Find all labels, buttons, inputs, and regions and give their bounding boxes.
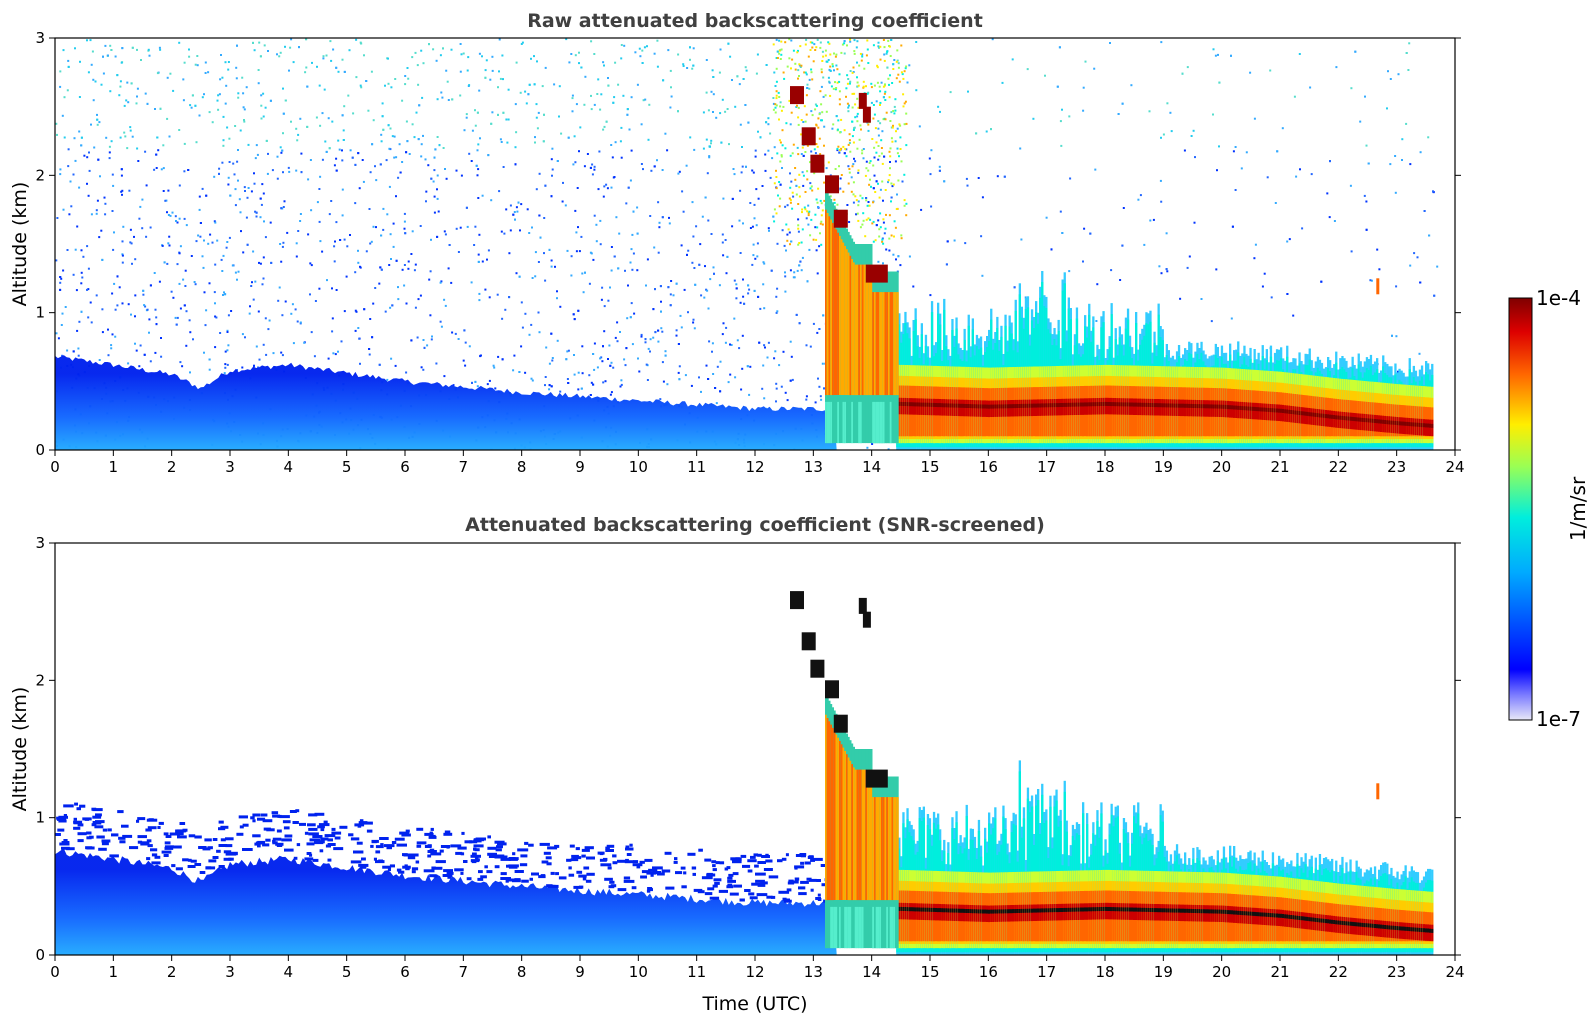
x-tick-label: 9: [575, 458, 585, 476]
x-tick-label: 8: [517, 458, 527, 476]
colorbar-max-label: 1e-4: [1536, 286, 1581, 310]
x-tick-label: 12: [745, 963, 764, 981]
x-tick-label: 14: [862, 458, 881, 476]
x-tick-label: 15: [920, 963, 939, 981]
y-axis-label: Altitude (km): [9, 182, 31, 307]
x-tick-label: 0: [50, 458, 60, 476]
x-axis-label: Time (UTC): [701, 993, 807, 1015]
x-tick-label: 15: [920, 458, 939, 476]
y-tick-label: 0: [35, 946, 45, 964]
heatmap-raw: [55, 38, 1455, 450]
x-tick-label: 18: [1095, 963, 1114, 981]
colorbar-min-label: 1e-7: [1536, 707, 1581, 731]
y-axis-label: Altitude (km): [9, 687, 31, 812]
x-tick-label: 24: [1445, 963, 1464, 981]
panel-raw: Raw attenuated backscattering coefficien…: [9, 10, 1465, 476]
colorbar-title: 1/m/sr: [1566, 476, 1590, 541]
x-tick-label: 4: [284, 458, 294, 476]
x-tick-label: 19: [1154, 963, 1173, 981]
axis-ticks: 0 1 2 3 4 5 6 7 8 9 10 11 12 13 14 15 16 17 18 19 20 21 22 23 24…: [35, 534, 1464, 981]
y-tick-label: 3: [35, 29, 45, 47]
y-tick-label: 1: [35, 304, 45, 322]
panel-screened: Attenuated backscattering coefficient (S…: [9, 514, 1465, 1015]
y-tick-label: 2: [35, 671, 45, 689]
x-tick-label: 17: [1037, 458, 1056, 476]
x-tick-label: 3: [225, 963, 235, 981]
x-tick-label: 2: [167, 963, 177, 981]
x-tick-label: 0: [50, 963, 60, 981]
cloud-field: [790, 591, 1434, 955]
x-tick-label: 6: [400, 458, 410, 476]
x-tick-label: 16: [979, 458, 998, 476]
y-tick-label: 0: [35, 441, 45, 459]
panel-title: Attenuated backscattering coefficient (S…: [465, 514, 1045, 536]
colorbar: 1e-4 1e-7 1/m/sr: [1508, 286, 1590, 731]
x-tick-label: 16: [979, 963, 998, 981]
cloud-field: [790, 86, 1434, 450]
x-tick-label: 10: [629, 963, 648, 981]
colorbar-gradient: [1508, 297, 1533, 721]
x-tick-label: 7: [459, 963, 469, 981]
x-tick-label: 19: [1154, 458, 1173, 476]
x-tick-label: 13: [804, 458, 823, 476]
x-tick-label: 8: [517, 963, 527, 981]
y-tick-label: 3: [35, 534, 45, 552]
y-tick-label: 2: [35, 166, 45, 184]
x-tick-label: 5: [342, 458, 352, 476]
x-tick-label: 5: [342, 963, 352, 981]
x-tick-label: 18: [1095, 458, 1114, 476]
x-tick-label: 21: [1270, 458, 1289, 476]
panel-title: Raw attenuated backscattering coefficien…: [527, 10, 983, 32]
x-tick-label: 7: [459, 458, 469, 476]
x-tick-label: 23: [1387, 458, 1406, 476]
x-tick-label: 17: [1037, 963, 1056, 981]
x-tick-label: 11: [687, 458, 706, 476]
x-tick-label: 4: [284, 963, 294, 981]
x-tick-label: 22: [1329, 458, 1348, 476]
x-tick-label: 11: [687, 963, 706, 981]
x-tick-label: 20: [1212, 963, 1231, 981]
x-tick-label: 23: [1387, 963, 1406, 981]
boundary-layer: [55, 848, 837, 955]
x-tick-label: 1: [109, 458, 119, 476]
x-tick-label: 13: [804, 963, 823, 981]
x-tick-label: 14: [862, 963, 881, 981]
heatmap-screened: [55, 543, 1455, 955]
x-tick-label: 10: [629, 458, 648, 476]
x-tick-label: 22: [1329, 963, 1348, 981]
x-tick-label: 24: [1445, 458, 1464, 476]
axis-ticks: 0 1 2 3 4 5 6 7 8 9 10 11 12 13 14 15 16 17 18 19 20 21 22 23 24…: [35, 29, 1464, 476]
x-tick-label: 20: [1212, 458, 1231, 476]
boundary-layer: [55, 355, 837, 450]
x-tick-label: 2: [167, 458, 177, 476]
x-tick-label: 6: [400, 963, 410, 981]
x-tick-label: 1: [109, 963, 119, 981]
x-tick-label: 21: [1270, 963, 1289, 981]
y-tick-label: 1: [35, 809, 45, 827]
x-tick-label: 9: [575, 963, 585, 981]
x-tick-label: 3: [225, 458, 235, 476]
x-tick-label: 12: [745, 458, 764, 476]
